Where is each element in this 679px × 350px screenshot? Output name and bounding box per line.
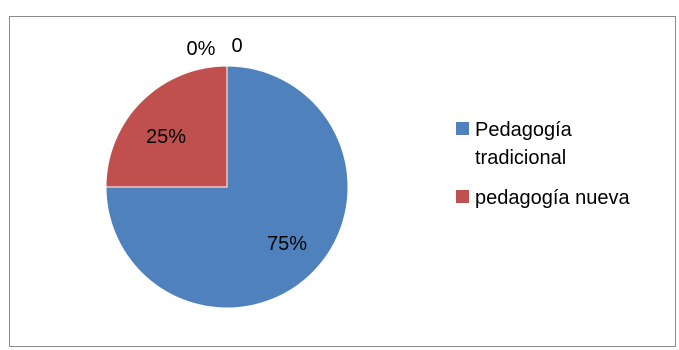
data-label-2: 25% bbox=[146, 126, 186, 148]
legend-item-pedagogia-nueva: pedagogía nueva bbox=[456, 184, 671, 212]
legend-swatch bbox=[456, 122, 469, 135]
data-label-3: 0% bbox=[187, 38, 216, 60]
pie-slice-2 bbox=[105, 65, 228, 188]
data-label-1: 75% bbox=[267, 233, 307, 255]
legend-label: Pedagogía tradicional bbox=[475, 119, 572, 169]
legend: Pedagogía tradicional pedagogía nueva bbox=[456, 116, 671, 224]
legend-label: pedagogía nueva bbox=[475, 187, 630, 209]
legend-item-pedagogia-tradicional: Pedagogía tradicional bbox=[456, 116, 671, 172]
data-label-4: 0 bbox=[231, 35, 242, 57]
legend-swatch bbox=[456, 190, 469, 203]
